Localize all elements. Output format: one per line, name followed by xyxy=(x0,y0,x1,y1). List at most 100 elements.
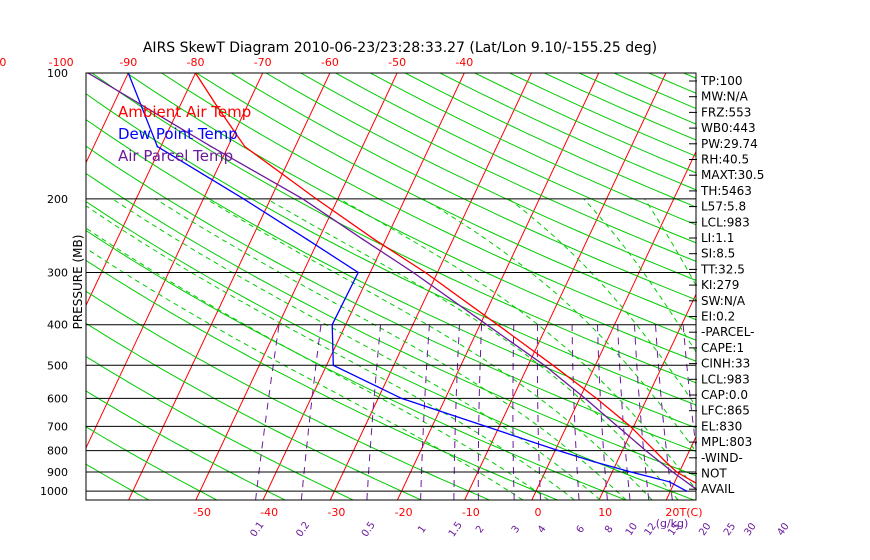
y-tick-label: 800 xyxy=(47,445,68,458)
series-line-dew-point-temp xyxy=(127,73,687,492)
index-label: MW:N/A xyxy=(701,90,749,104)
data-point xyxy=(332,364,335,367)
index-label: KI:279 xyxy=(701,278,739,292)
data-point xyxy=(486,323,488,326)
index-label: WB0:443 xyxy=(701,121,756,135)
dry-adiabat-line xyxy=(823,73,870,500)
y-tick-label: 300 xyxy=(47,267,68,280)
dry-adiabat-line xyxy=(753,73,870,500)
data-point xyxy=(671,471,674,473)
mixing-ratio-line xyxy=(536,324,541,500)
x-bottom-tick-label: -40 xyxy=(260,506,278,519)
mixing-ratio-label: 6 xyxy=(575,524,588,536)
chart-title: AIRS SkewT Diagram 2010-06-23/23:28:33.2… xyxy=(143,40,657,56)
mixing-ratio-label: 0.2 xyxy=(294,520,312,539)
data-point xyxy=(412,271,415,274)
isotherm-line xyxy=(195,73,398,500)
index-label: SW:N/A xyxy=(701,294,746,308)
isotherm-line xyxy=(396,73,600,500)
isotherm-line xyxy=(0,73,61,500)
mixing-ratio-line xyxy=(512,324,515,500)
x-top-tick-label: -110 xyxy=(0,56,6,69)
mixing-ratio-line xyxy=(571,324,580,500)
index-label: L57:5.8 xyxy=(701,200,746,214)
dry-adiabat-line xyxy=(86,93,696,406)
index-label: PW:29.74 xyxy=(701,137,758,151)
data-point xyxy=(557,449,560,452)
isotherm-line xyxy=(262,73,465,500)
moist-adiabat-line xyxy=(205,198,653,500)
data-point xyxy=(616,425,619,428)
plot-frame xyxy=(85,72,697,501)
index-label: RH:40.5 xyxy=(701,153,749,167)
dry-adiabat-line xyxy=(86,355,354,500)
data-point xyxy=(693,487,696,489)
mixing-ratio-label: 30 xyxy=(742,521,758,538)
x-bottom-tick-label: -10 xyxy=(462,506,480,519)
legend-air-parcel-temp: Air Parcel Temp xyxy=(118,147,233,165)
moist-adiabat-line xyxy=(86,227,549,500)
dry-adiabat-line xyxy=(230,73,696,301)
data-point xyxy=(552,364,554,367)
y-tick-label: 400 xyxy=(47,319,68,332)
mixing-ratio-label: 25 xyxy=(722,521,738,538)
mixing-ratio-line xyxy=(655,324,673,500)
index-label: MPL:803 xyxy=(701,435,752,449)
data-point xyxy=(592,460,595,463)
mixing-ratio-line xyxy=(300,324,322,500)
index-label: LCL:983 xyxy=(701,215,750,229)
isotherm-line xyxy=(86,73,196,307)
index-label: LCL:983 xyxy=(701,372,750,386)
data-point xyxy=(216,105,218,107)
mixing-ratio-label: 1 xyxy=(416,524,429,536)
data-point xyxy=(331,323,334,326)
dry-adiabat-line xyxy=(196,73,696,321)
data-point xyxy=(543,364,546,367)
mixing-ratio-line xyxy=(634,324,650,500)
index-label: SI:8.5 xyxy=(701,247,735,261)
data-point xyxy=(496,323,499,326)
y-tick-label: 100 xyxy=(47,67,68,80)
x-bottom-tick-label: -30 xyxy=(327,506,345,519)
isotherm-line xyxy=(531,150,696,500)
dry-adiabat-line xyxy=(335,73,696,244)
data-point xyxy=(306,238,309,241)
data-point xyxy=(675,471,678,473)
mixing-ratio-line xyxy=(597,324,608,500)
isotherm-line xyxy=(86,73,264,450)
dry-adiabat-line xyxy=(265,73,696,281)
index-label: NOT xyxy=(701,467,727,481)
dry-adiabat-line xyxy=(126,73,696,362)
index-label: LI:1.1 xyxy=(701,231,734,245)
mixing-ratio-line xyxy=(753,325,782,500)
mixing-ratio-label: 0.1 xyxy=(248,520,266,539)
x-top-tick-label: -50 xyxy=(388,56,406,69)
mixing-ratio-line xyxy=(477,324,483,500)
data-point xyxy=(424,271,427,274)
isotherm-line xyxy=(128,73,331,500)
mixing-ratio-line xyxy=(420,324,430,500)
mixing-ratio-label: 8 xyxy=(603,524,616,536)
x-bottom-tick-label: 0 xyxy=(535,506,542,519)
index-label: -WIND- xyxy=(701,451,743,465)
index-label: -PARCEL- xyxy=(701,325,755,339)
data-point xyxy=(242,198,245,200)
mixing-ratio-label: 4 xyxy=(536,524,549,536)
y-tick-label: 500 xyxy=(47,359,68,372)
x-bottom-unit-label: T(C) xyxy=(679,506,703,519)
dry-adiabat-line xyxy=(86,463,149,500)
x-top-tick-label: -100 xyxy=(49,56,74,69)
dry-adiabat-line xyxy=(86,426,218,500)
data-point xyxy=(244,145,246,148)
index-label: EL:830 xyxy=(701,419,742,433)
y-tick-label: 1000 xyxy=(40,485,68,498)
mixing-ratio-line xyxy=(682,324,696,451)
dry-adiabat-line xyxy=(788,73,870,500)
data-point xyxy=(630,471,632,473)
moist-adiabat-line xyxy=(266,198,679,500)
data-point xyxy=(664,460,667,463)
dry-adiabat-line xyxy=(86,145,696,452)
mixing-ratio-label: 0.5 xyxy=(360,520,378,539)
moist-adiabat-line xyxy=(583,198,696,353)
